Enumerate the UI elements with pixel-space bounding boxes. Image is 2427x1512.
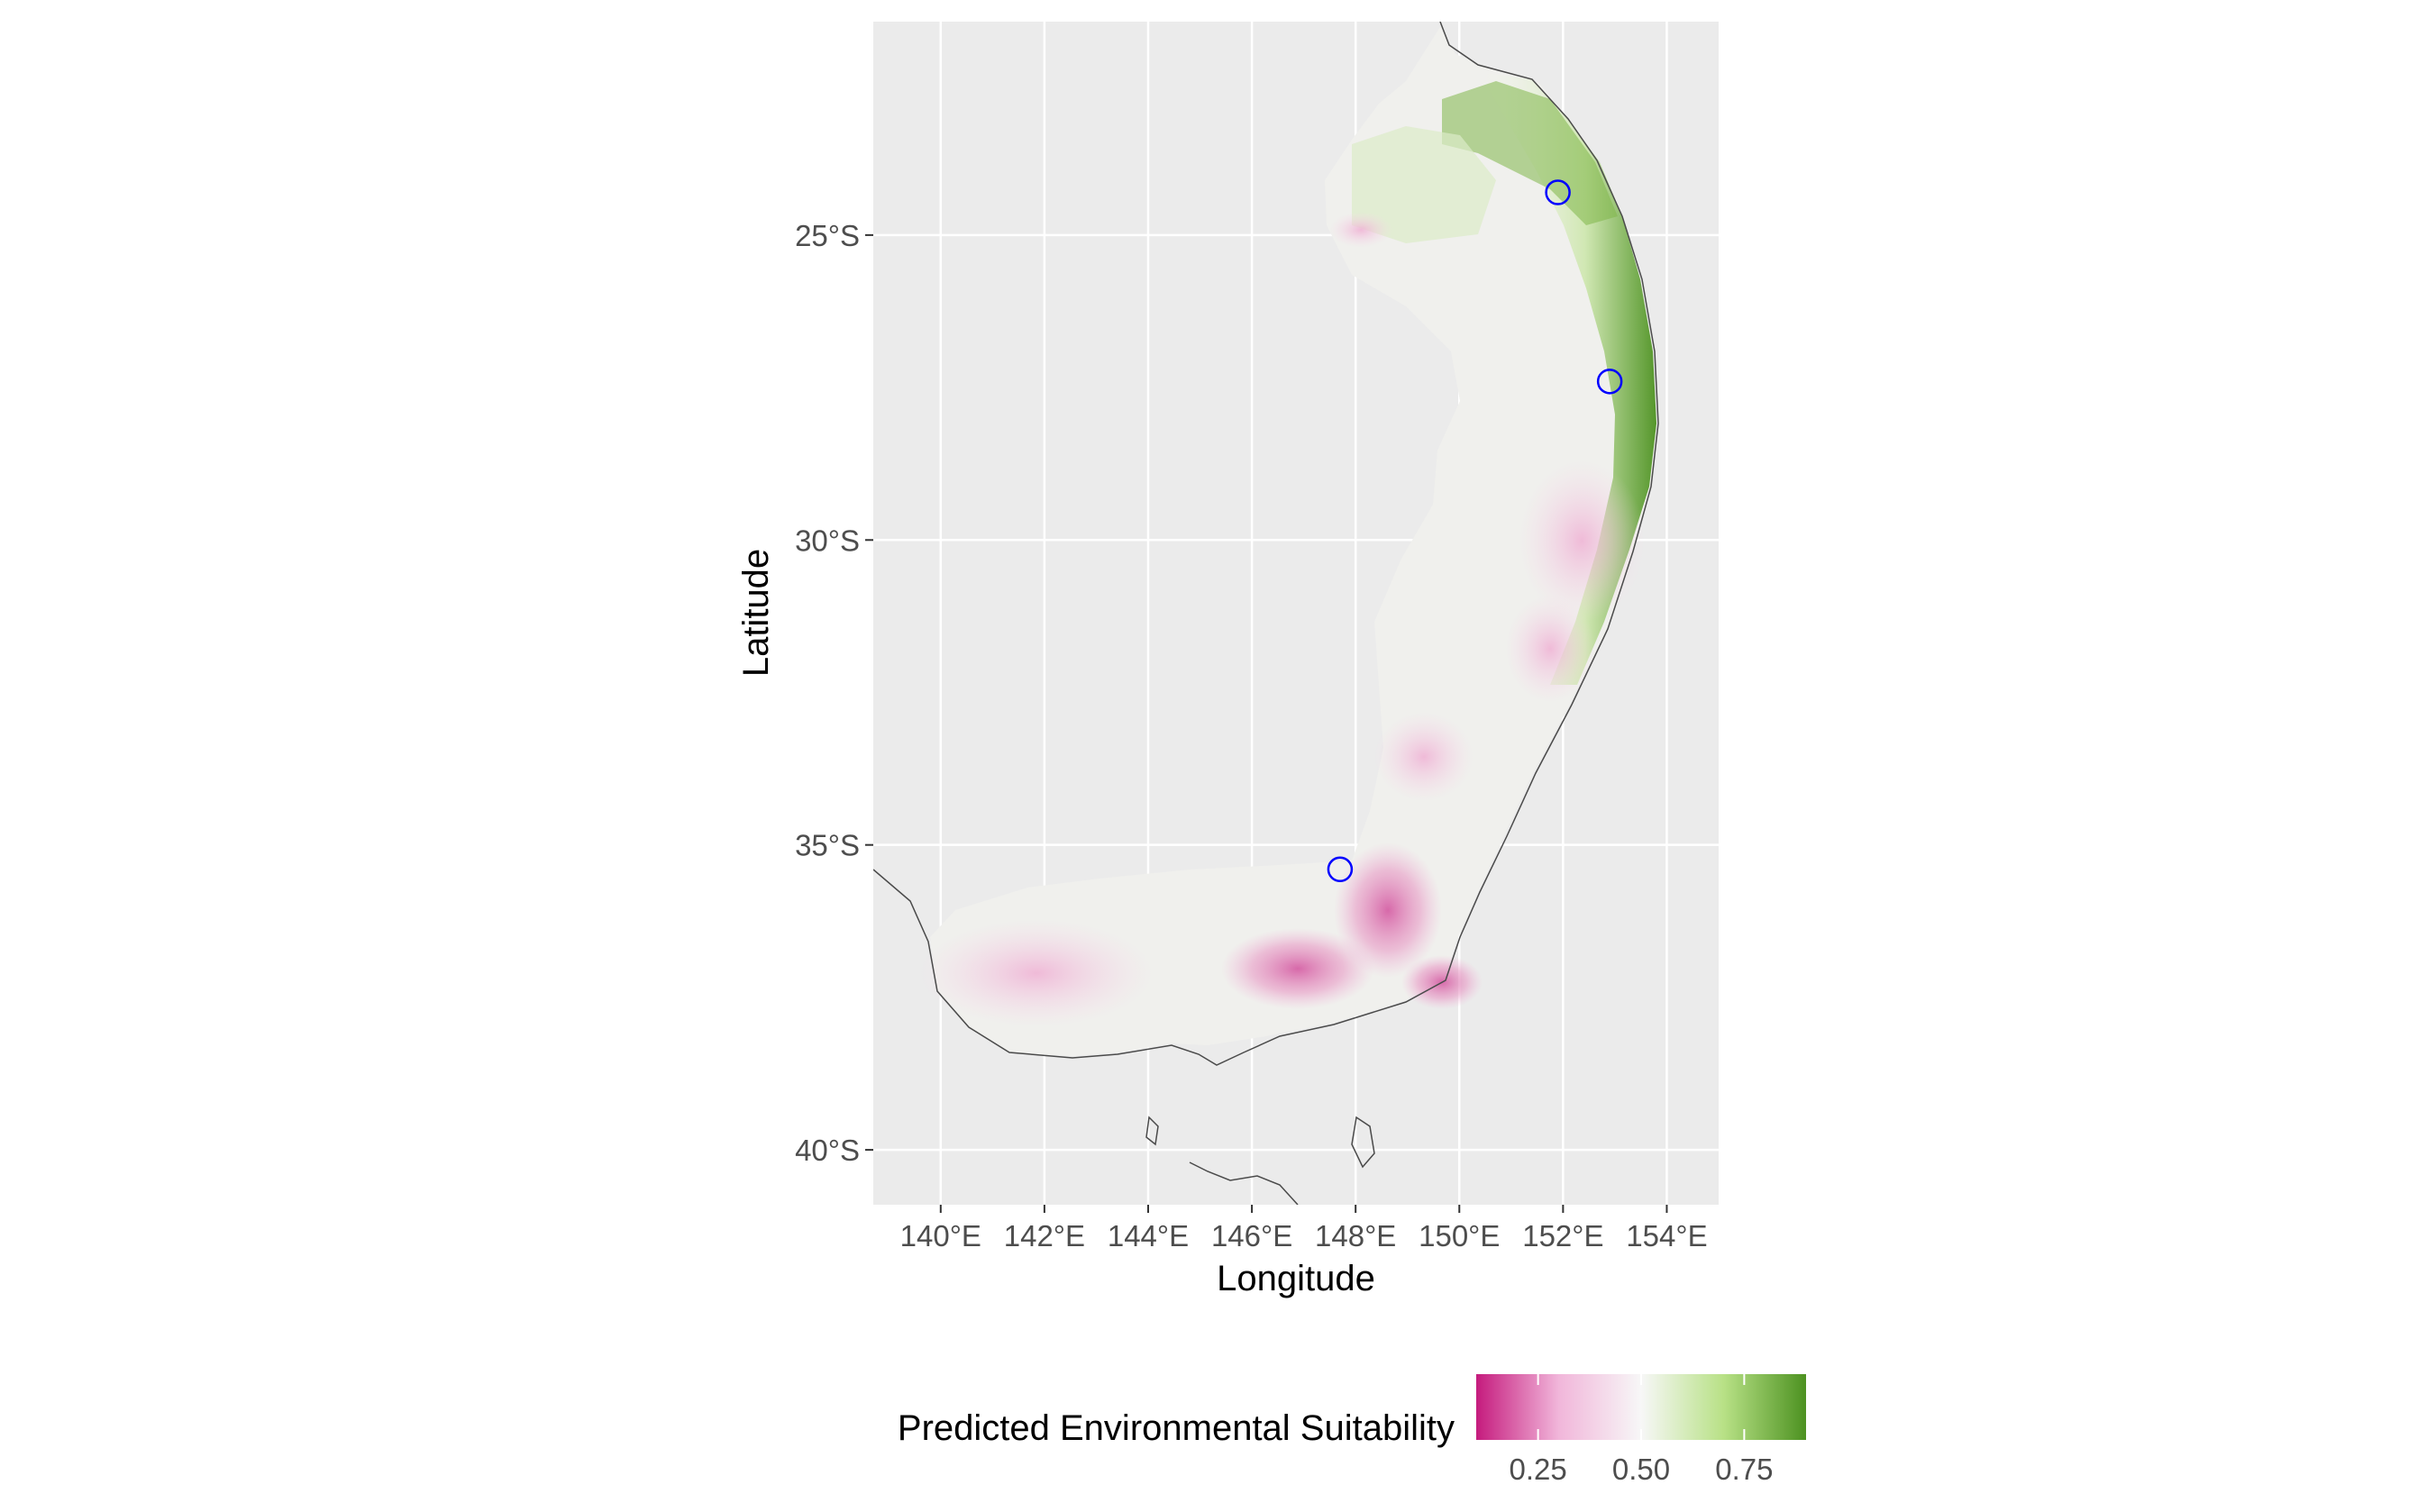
y-axis-title: Latitude bbox=[736, 549, 776, 677]
y-tick-label: 30°S bbox=[795, 524, 860, 557]
legend-colorbar bbox=[1476, 1374, 1806, 1440]
occurrence-point bbox=[1545, 179, 1571, 205]
interior-pink-patch bbox=[1329, 212, 1392, 248]
suitability-raster bbox=[919, 27, 1656, 1056]
legend-tick-label: 0.50 bbox=[1612, 1453, 1670, 1486]
western-plains-pink bbox=[919, 919, 1154, 1027]
coastline bbox=[873, 22, 1659, 1205]
x-tick-label: 140°E bbox=[900, 1219, 981, 1252]
x-axis-title: Longitude bbox=[1217, 1259, 1375, 1298]
occurrence-point bbox=[1596, 369, 1623, 395]
legend: Predicted Environmental Suitability 0.25… bbox=[898, 1374, 1806, 1486]
x-tick-label: 146°E bbox=[1211, 1219, 1292, 1252]
x-tick-label: 148°E bbox=[1315, 1219, 1396, 1252]
king-island-coastline bbox=[1145, 1116, 1159, 1146]
x-tick-label: 144°E bbox=[1108, 1219, 1189, 1252]
y-tick-label: 35°S bbox=[795, 829, 860, 862]
tablelands-pink-blob bbox=[1374, 712, 1474, 802]
x-tick-label: 150°E bbox=[1419, 1219, 1500, 1252]
y-tick-label: 40°S bbox=[795, 1134, 860, 1167]
alpine-pink-blob bbox=[1221, 928, 1374, 1009]
highland-pink-blob bbox=[1505, 595, 1595, 703]
alpine-pink-blob bbox=[1334, 843, 1442, 978]
tropical-light-green-area bbox=[1352, 126, 1496, 243]
legend-tick-label: 0.75 bbox=[1715, 1453, 1773, 1486]
raster-region bbox=[930, 27, 1656, 1056]
northern-green-area bbox=[1442, 81, 1618, 225]
flinders-island-coastline bbox=[1351, 1116, 1375, 1169]
x-tick-label: 152°E bbox=[1522, 1219, 1603, 1252]
x-tick-label: 142°E bbox=[1004, 1219, 1085, 1252]
y-axis: 25°S 30°S 35°S 40°S bbox=[795, 219, 873, 1167]
highland-pink-blob bbox=[1519, 460, 1645, 622]
tasmania-coastline bbox=[1189, 1161, 1299, 1205]
x-axis: 140°E 142°E 144°E 146°E 148°E 150°E 152°E 154°E bbox=[900, 1205, 1708, 1252]
legend-ticks: 0.25 0.50 0.75 bbox=[1510, 1374, 1773, 1486]
occurrence-point bbox=[1327, 856, 1354, 883]
legend-title: Predicted Environmental Suitability bbox=[898, 1408, 1455, 1448]
y-tick-label: 25°S bbox=[795, 219, 860, 252]
legend-tick-label: 0.25 bbox=[1510, 1453, 1567, 1486]
mainland-coastline bbox=[873, 22, 1659, 1066]
occurrence-points bbox=[1327, 179, 1623, 883]
x-tick-label: 154°E bbox=[1626, 1219, 1707, 1252]
